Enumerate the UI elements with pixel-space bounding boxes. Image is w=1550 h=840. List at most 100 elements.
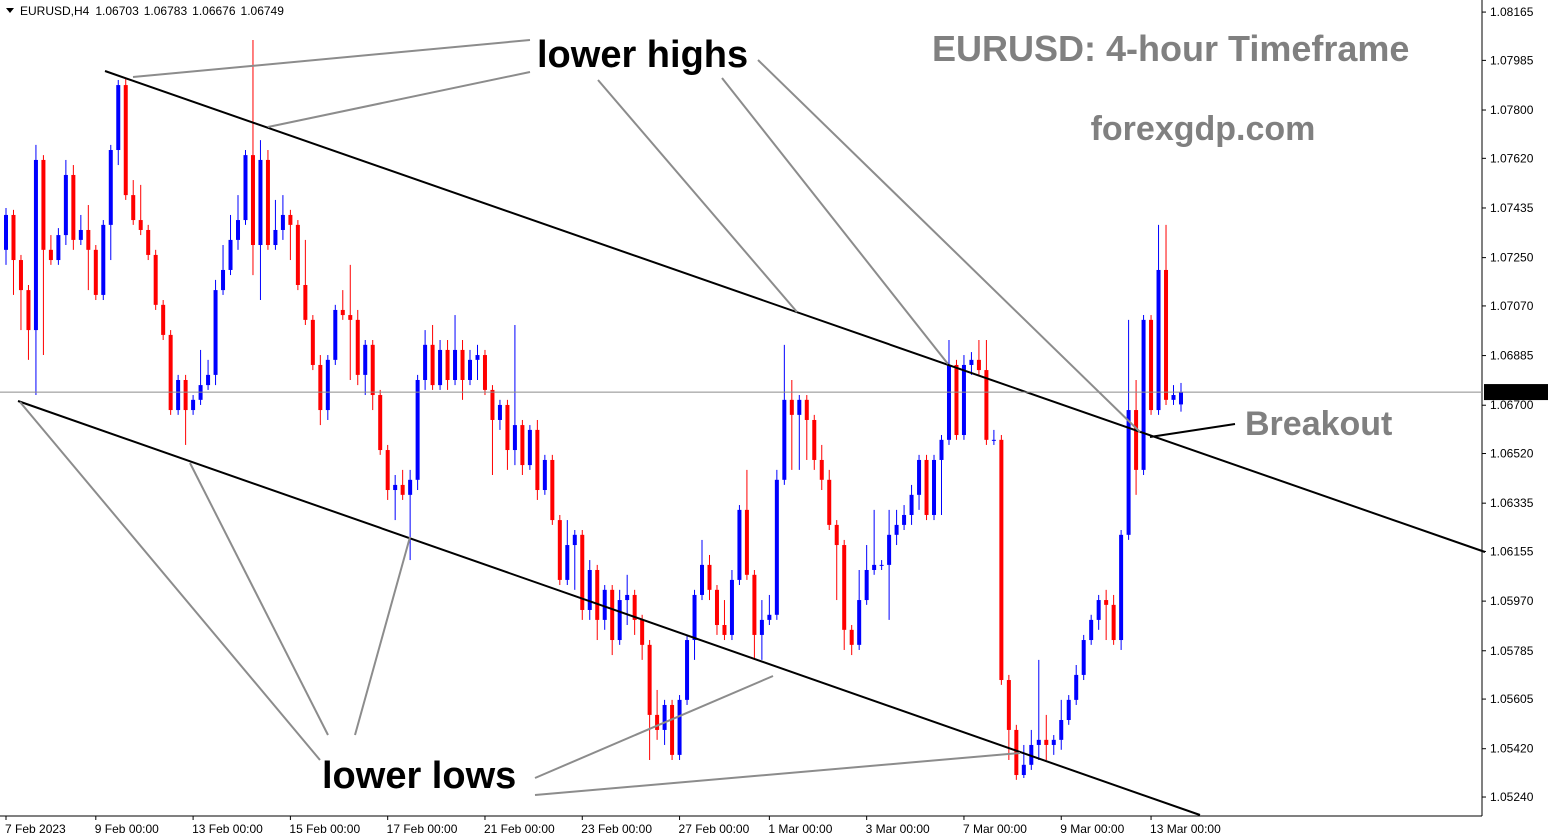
symbol: EURUSD,H4 (20, 4, 90, 18)
candle-body (872, 564, 877, 570)
candle-body (902, 514, 907, 525)
candle-body (842, 545, 847, 630)
candle-body (999, 439, 1004, 681)
candle-body (610, 589, 615, 641)
candle-body (370, 344, 375, 396)
candle-body (961, 364, 966, 436)
candle-body (348, 315, 353, 320)
x-tick-label: 15 Feb 00:00 (289, 822, 360, 836)
candle-body (153, 254, 158, 305)
candle-body (26, 290, 31, 331)
candle-body (909, 494, 914, 515)
candle-body (400, 484, 405, 495)
candle-body (18, 260, 23, 291)
candle-body (333, 309, 338, 360)
menu-arrow[interactable] (6, 8, 14, 13)
candle-body (11, 214, 16, 261)
candle-body (116, 85, 121, 151)
candle-body (707, 564, 712, 590)
last-close: 1.06749 (241, 4, 285, 18)
candle-body (991, 439, 996, 441)
candle-body (1036, 739, 1041, 745)
y-tick-label: 1.07800 (1490, 103, 1534, 117)
candle-body (1081, 640, 1086, 675)
candle-body (408, 479, 413, 495)
candle-body (265, 159, 270, 246)
candle-body (1178, 392, 1183, 405)
x-tick-label: 7 Feb 2023 (5, 822, 66, 836)
candle-body (325, 359, 330, 411)
candle-body (752, 574, 757, 635)
candle-body (767, 614, 772, 620)
candle-body (221, 269, 226, 291)
candle-body (557, 520, 562, 580)
y-tick-label: 1.06700 (1490, 398, 1534, 412)
candle-body (206, 374, 211, 386)
candle-body (894, 524, 899, 535)
y-tick-label: 1.07985 (1490, 53, 1534, 67)
x-tick-label: 13 Mar 00:00 (1150, 822, 1221, 836)
candle-body (887, 534, 892, 565)
candle-body (632, 594, 637, 620)
candle-body (782, 399, 787, 480)
y-tick-label: 1.07070 (1490, 299, 1534, 313)
candle-body (56, 235, 61, 261)
candle-body (1126, 410, 1131, 535)
y-tick-label: 1.05785 (1490, 644, 1534, 658)
candle-body (183, 379, 188, 411)
y-tick-label: 1.05970 (1490, 594, 1534, 608)
breakout-pointer (1149, 423, 1236, 438)
candle-body (1044, 739, 1049, 745)
y-tick-label: 1.07435 (1490, 201, 1534, 215)
candle-body (33, 159, 38, 331)
candle-body (827, 479, 832, 525)
candle-body (78, 229, 83, 240)
y-tick-label: 1.05420 (1490, 742, 1534, 756)
candle-body (932, 459, 937, 515)
candle-body (984, 370, 989, 440)
y-tick-label: 1.07250 (1490, 251, 1534, 265)
candle-body (954, 364, 959, 436)
candle-body (700, 564, 705, 595)
candle-body (415, 379, 420, 480)
candle-body (1059, 720, 1064, 740)
x-tick-label: 27 Feb 00:00 (679, 822, 750, 836)
candles (4, 39, 1183, 780)
x-tick-label: 9 Feb 00:00 (95, 822, 159, 836)
candle-body (1141, 319, 1146, 470)
candle-body (1149, 319, 1154, 411)
x-tick-label: 1 Mar 00:00 (768, 822, 832, 836)
candle-body (1051, 739, 1056, 745)
candle-body (318, 364, 323, 411)
candle-body (273, 229, 278, 246)
candle-body (550, 459, 555, 521)
candle-body (191, 399, 196, 411)
candle-body (864, 569, 869, 601)
candle-body (685, 640, 690, 700)
pointer-lines (19, 39, 1141, 796)
pointer (757, 59, 1141, 433)
candle-body (744, 509, 749, 575)
pointer (267, 71, 531, 128)
candle-body (535, 429, 540, 491)
candle-body (512, 425, 517, 451)
y-tick-label: 1.05605 (1490, 692, 1534, 706)
chart-subtitle: forexgdp.com (1091, 110, 1316, 148)
candle-body (243, 155, 248, 221)
candle-body (946, 364, 951, 440)
candle-body (288, 214, 293, 225)
candle-body (138, 220, 143, 230)
candle-body (71, 174, 76, 240)
candle-body (1171, 395, 1176, 400)
annotation: Breakout (1245, 405, 1392, 443)
candle-body (939, 439, 944, 460)
last-open: 1.06703 (95, 4, 139, 18)
candle-body (41, 159, 46, 250)
candle-body (280, 214, 285, 230)
candle-body (438, 349, 443, 386)
candle-body (602, 589, 607, 620)
x-tick-label: 3 Mar 00:00 (866, 822, 930, 836)
candle-body (310, 319, 315, 365)
candle-body (453, 349, 458, 380)
